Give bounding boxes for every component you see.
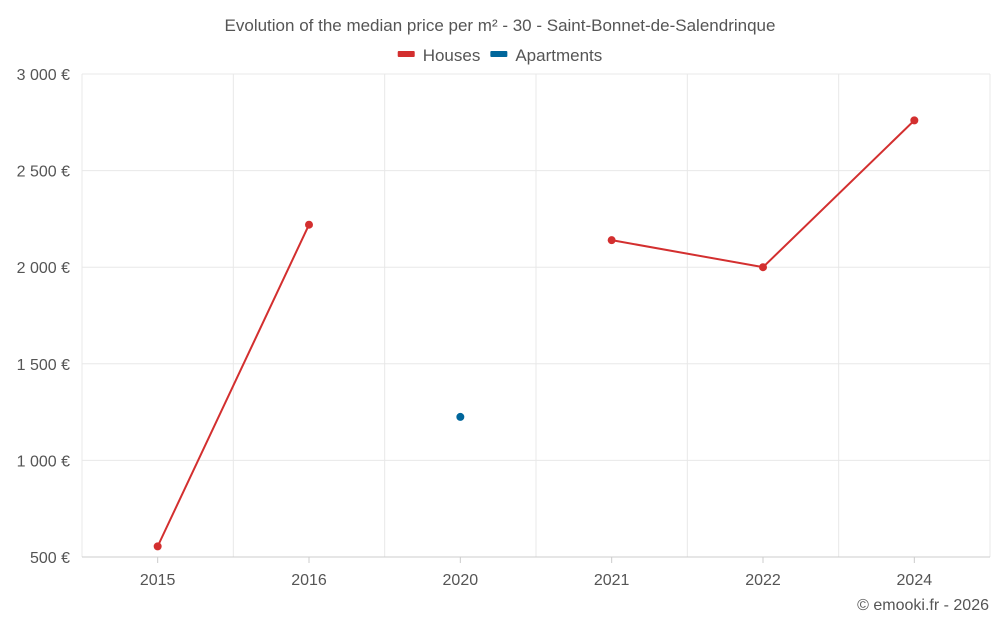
data-point	[607, 236, 616, 245]
legend-item-houses: Houses	[397, 46, 481, 65]
series-houses	[153, 116, 919, 551]
legend-swatch	[397, 51, 415, 57]
x-tick-label: 2021	[594, 572, 630, 589]
x-tick-label: 2022	[745, 572, 781, 589]
x-tick-label: 2016	[291, 572, 327, 589]
y-tick-label: 1 500 €	[17, 357, 70, 374]
series-line-segment	[610, 239, 764, 269]
legend-swatch	[490, 51, 508, 57]
series-apartments	[456, 412, 465, 421]
axes: 500 € 1 000 € 1 500 € 2 000 € 2 500 € 3 000 €…	[17, 67, 990, 589]
chart-title: Evolution of the median price per m² - 3…	[225, 16, 776, 35]
legend-label: Apartments	[515, 46, 602, 65]
data-point	[456, 412, 465, 421]
x-tick-label: 2020	[443, 572, 479, 589]
gridlines	[81, 73, 991, 557]
y-tick-label: 3 000 €	[17, 67, 70, 84]
y-tick-label: 2 500 €	[17, 164, 70, 181]
y-tick-label: 2 000 €	[17, 260, 70, 277]
series-line-segment	[762, 119, 916, 269]
data-point	[910, 116, 919, 125]
data-point	[153, 542, 162, 551]
copyright-credit: © emooki.fr - 2026	[857, 597, 989, 614]
series-line-segment	[156, 223, 310, 548]
x-tick-label: 2024	[897, 572, 933, 589]
series-layer	[153, 116, 919, 551]
legend-item-apartments: Apartments	[490, 46, 602, 65]
x-tick-label: 2015	[140, 572, 176, 589]
data-point	[305, 220, 313, 229]
data-point	[759, 263, 767, 272]
y-tick-label: 1 000 €	[17, 453, 70, 470]
legend-label: Houses	[423, 46, 481, 65]
y-tick-label: 500 €	[30, 550, 70, 567]
legend: Houses Apartments	[397, 46, 602, 65]
